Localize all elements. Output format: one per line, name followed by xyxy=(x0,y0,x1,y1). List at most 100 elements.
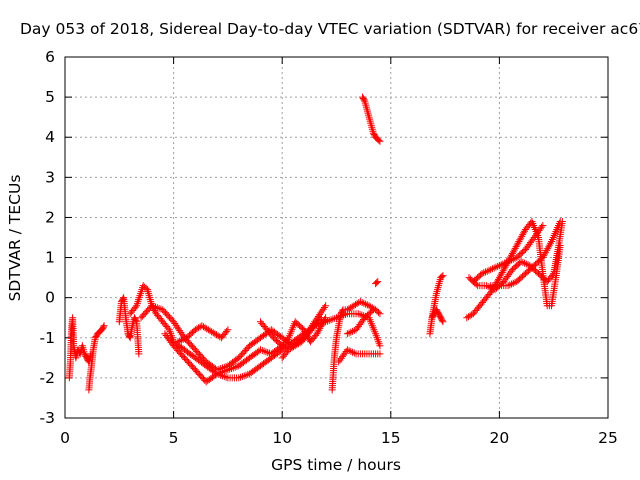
data-point xyxy=(492,263,500,271)
series-track-p xyxy=(428,306,447,326)
data-point xyxy=(148,302,156,310)
data-point xyxy=(556,217,564,225)
data-point xyxy=(548,271,556,279)
data-point xyxy=(509,279,517,287)
data-point xyxy=(509,255,517,263)
data-point xyxy=(177,336,185,344)
data-point xyxy=(256,346,264,354)
plot-frame xyxy=(64,56,609,419)
data-point xyxy=(222,367,230,375)
data-point xyxy=(376,310,384,318)
data-points xyxy=(65,93,566,394)
data-point xyxy=(369,306,377,314)
data-point xyxy=(495,262,503,270)
data-point xyxy=(504,282,512,290)
x-axis-ticks: 0 5 10 15 20 25 xyxy=(60,57,618,447)
data-point xyxy=(150,302,158,310)
data-point xyxy=(317,314,325,322)
y-tick-label: -1 xyxy=(40,329,55,347)
y-axis-ticks: -3 -2 -1 0 1 2 3 4 5 6 xyxy=(40,48,608,427)
data-point xyxy=(481,268,489,276)
data-point xyxy=(374,278,382,286)
data-point xyxy=(318,307,326,315)
data-point xyxy=(319,305,327,313)
y-tick-label: 2 xyxy=(45,208,55,226)
data-point xyxy=(345,329,353,337)
series-track-c xyxy=(115,294,143,358)
x-tick-label: 0 xyxy=(60,429,70,447)
x-tick-label: 10 xyxy=(272,429,292,447)
data-point xyxy=(173,323,181,331)
data-point xyxy=(213,370,221,378)
data-point xyxy=(506,257,514,265)
data-point xyxy=(258,346,266,354)
data-point xyxy=(497,261,505,269)
y-tick-label: 1 xyxy=(45,249,55,267)
data-point xyxy=(233,363,241,371)
data-point xyxy=(235,374,243,382)
data-point xyxy=(244,371,252,379)
data-point xyxy=(314,328,322,336)
y-tick-label: -2 xyxy=(40,369,55,387)
data-point xyxy=(135,350,143,358)
data-point xyxy=(338,307,346,315)
data-point xyxy=(231,363,239,371)
data-point xyxy=(343,330,351,338)
data-point xyxy=(153,304,161,312)
data-point xyxy=(347,347,355,355)
data-point xyxy=(499,260,507,268)
data-point xyxy=(224,326,232,334)
data-point xyxy=(317,323,325,331)
x-tick-label: 5 xyxy=(169,429,179,447)
data-point xyxy=(521,259,529,267)
series-track-o xyxy=(426,272,447,338)
data-point xyxy=(541,250,549,258)
y-axis-label: SDTVAR / TECUs xyxy=(6,175,24,302)
data-point xyxy=(319,319,327,327)
data-point xyxy=(237,373,245,381)
data-point xyxy=(354,310,362,318)
data-point xyxy=(502,258,510,266)
data-point xyxy=(350,349,358,357)
series-track-j xyxy=(328,298,384,394)
x-axis-label: GPS time / hours xyxy=(271,456,401,474)
data-point xyxy=(356,310,364,318)
data-point xyxy=(347,328,355,336)
data-point xyxy=(349,348,357,356)
data-point xyxy=(325,316,333,324)
data-point xyxy=(131,303,139,311)
y-tick-label: -3 xyxy=(40,409,55,427)
data-point xyxy=(260,347,268,355)
data-point xyxy=(176,327,184,335)
data-point xyxy=(490,264,498,272)
y-tick-label: 4 xyxy=(45,128,55,146)
series-track-s xyxy=(469,221,547,286)
data-point xyxy=(539,254,547,262)
data-point xyxy=(363,301,371,309)
data-point xyxy=(283,335,291,343)
data-point xyxy=(215,369,223,377)
data-point xyxy=(501,259,509,267)
data-point xyxy=(373,279,381,287)
x-tick-label: 25 xyxy=(598,429,618,447)
series-track-i xyxy=(278,314,325,362)
data-point xyxy=(217,369,225,377)
x-tick-label: 15 xyxy=(381,429,401,447)
data-point xyxy=(522,260,530,268)
data-point xyxy=(438,273,446,281)
data-point xyxy=(349,327,357,335)
data-point xyxy=(368,307,376,315)
data-point xyxy=(220,367,228,375)
data-point xyxy=(374,308,382,316)
data-point xyxy=(485,266,493,274)
data-point xyxy=(155,304,163,312)
data-point xyxy=(152,303,159,311)
data-point xyxy=(480,269,488,277)
series-track-n xyxy=(372,278,382,288)
data-point xyxy=(547,239,555,247)
data-point xyxy=(360,299,368,307)
series-track-k xyxy=(335,346,384,366)
data-point xyxy=(542,248,550,256)
